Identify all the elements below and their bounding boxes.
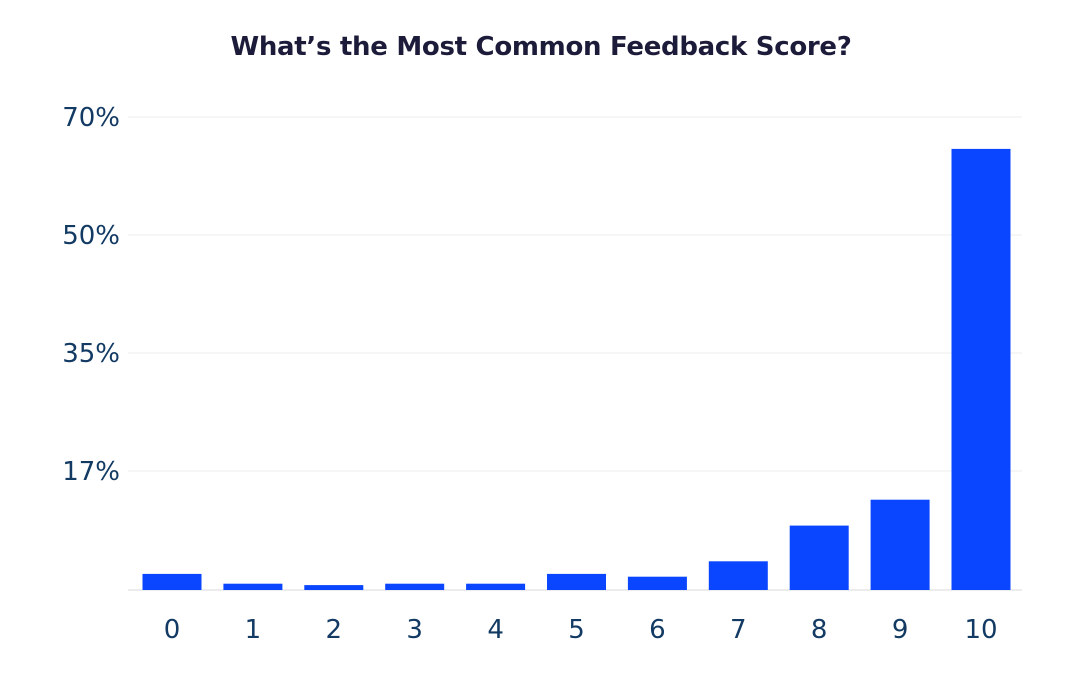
- bar-4: [466, 583, 526, 590]
- x-tick-label-9: 9: [892, 615, 909, 645]
- bar-0: [142, 573, 202, 590]
- y-axis-labels: 17% 35% 50% 70%: [62, 103, 120, 487]
- x-tick-label-3: 3: [406, 615, 423, 645]
- x-tick-label-4: 4: [487, 615, 504, 645]
- x-tick-label-8: 8: [811, 615, 828, 645]
- y-tick-label: 70%: [62, 103, 120, 133]
- chart-title: What’s the Most Common Feedback Score?: [230, 32, 852, 62]
- bar-1: [223, 583, 283, 590]
- grid-lines: [128, 116, 1022, 591]
- y-tick-label: 35%: [62, 339, 120, 369]
- bar-3: [385, 583, 445, 590]
- bar-5: [547, 573, 606, 590]
- x-tick-label-10: 10: [964, 615, 997, 645]
- bar-8: [789, 525, 849, 590]
- x-tick-label-1: 1: [245, 615, 262, 645]
- y-tick-label: 17%: [62, 457, 120, 487]
- bar-6: [627, 576, 687, 590]
- x-tick-label-2: 2: [326, 615, 343, 645]
- x-tick-label-6: 6: [649, 615, 666, 645]
- bars: [142, 148, 1011, 590]
- bar-10: [951, 148, 1011, 590]
- x-tick-label-7: 7: [730, 615, 747, 645]
- x-tick-label-0: 0: [164, 615, 181, 645]
- y-tick-label: 50%: [62, 221, 120, 251]
- bar-9: [870, 499, 930, 590]
- x-axis-labels: 0 1 2 3 4 5 6 7 8 9 10: [164, 615, 998, 645]
- bar-2: [304, 585, 364, 590]
- bar-7: [708, 561, 768, 590]
- x-tick-label-5: 5: [568, 615, 585, 645]
